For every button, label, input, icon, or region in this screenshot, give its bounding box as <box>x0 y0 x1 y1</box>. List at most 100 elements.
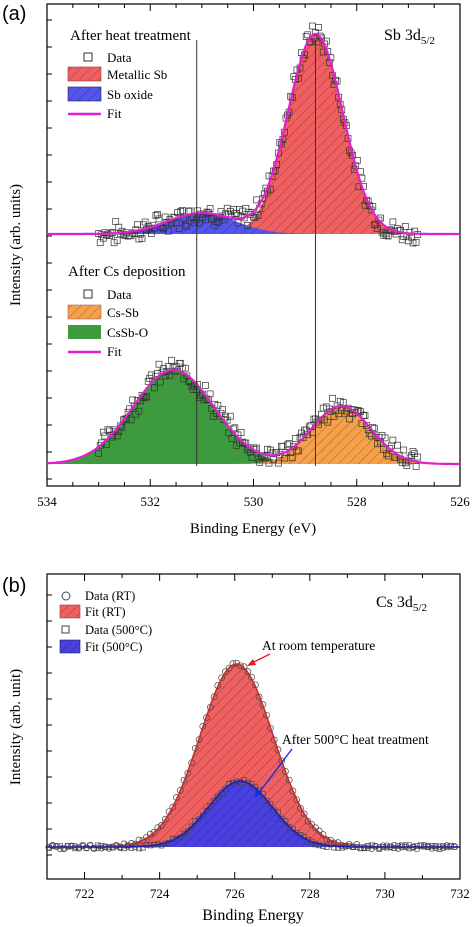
legend-cssb-label: Cs-Sb <box>107 305 139 320</box>
data-point <box>206 205 214 212</box>
data-point <box>267 801 274 808</box>
data-point <box>386 445 394 452</box>
data-point <box>79 843 86 849</box>
data-point <box>214 402 222 409</box>
data-point <box>315 24 322 31</box>
data-point <box>278 757 286 765</box>
data-point <box>305 837 311 843</box>
data-point <box>143 842 150 848</box>
legend-ht-fit-label: Fit (500°C) <box>85 640 142 654</box>
data-point <box>206 390 214 398</box>
data-point <box>409 448 417 455</box>
data-point <box>279 443 287 450</box>
panel-a-plot <box>46 22 460 470</box>
x-tick-label: 526 <box>450 494 470 509</box>
legend-cssbo-label: CsSb-O <box>107 325 148 340</box>
data-point <box>315 827 323 835</box>
data-point <box>412 463 420 470</box>
fit-line-0 <box>47 32 460 236</box>
data-point <box>226 412 234 420</box>
data-point <box>182 364 189 372</box>
data-point <box>135 407 143 415</box>
data-point <box>237 429 245 436</box>
data-point <box>432 843 439 849</box>
data-point <box>237 662 244 670</box>
data-point <box>263 798 270 804</box>
legend-oxide-label: Sb oxide <box>107 87 153 102</box>
data-point <box>406 845 413 852</box>
data-point <box>327 841 334 848</box>
data-point <box>103 441 110 448</box>
data-point <box>405 841 413 849</box>
data-point <box>168 356 175 364</box>
data-point <box>192 386 200 394</box>
data-point <box>176 787 184 794</box>
data-point <box>128 844 135 851</box>
data-point <box>151 384 158 392</box>
data-point <box>112 218 120 225</box>
data-point <box>291 435 299 442</box>
legend-data2-marker <box>83 289 93 299</box>
data-point <box>401 223 409 230</box>
data-point <box>414 453 422 461</box>
data-point <box>329 394 336 402</box>
legend-data-label: Data <box>107 50 132 65</box>
data-point <box>394 441 401 449</box>
legend-data2-label: Data <box>107 287 132 302</box>
data-point <box>381 434 389 442</box>
data-point <box>143 393 150 400</box>
data-point <box>183 222 191 230</box>
data-point <box>398 842 405 849</box>
data-point <box>440 843 446 849</box>
panel-b-ylabel: Intensity (arb. unit) <box>8 669 24 785</box>
data-point <box>281 454 288 462</box>
data-point <box>282 768 289 775</box>
data-point <box>225 664 233 672</box>
legend-cssb-hatch <box>67 304 102 320</box>
data-point <box>166 371 174 379</box>
data-point <box>308 820 316 828</box>
data-point <box>271 807 278 814</box>
data-point <box>374 225 381 232</box>
x-tick-label: 532 <box>141 494 161 509</box>
panel-a-bottom-title: After Cs deposition <box>68 264 186 280</box>
peak-hatch-cs-sb <box>47 406 460 464</box>
legend-ht-data-label: Data (500°C) <box>85 623 152 637</box>
panel-b-xticks: 722 724 726 728 730 732 <box>46 574 470 901</box>
data-point <box>402 842 409 849</box>
panel-a-ylabel: Intensity (arb. units) <box>8 184 24 306</box>
legend-ht-fit-hatch <box>59 639 81 654</box>
data-point <box>290 826 296 833</box>
data-point <box>161 213 169 221</box>
data-point <box>175 225 183 232</box>
data-point <box>113 432 121 440</box>
data-point <box>72 845 79 852</box>
data-point <box>274 459 282 467</box>
data-point <box>252 784 259 791</box>
panel-b-label: (b) <box>2 575 26 597</box>
data-point <box>331 844 338 851</box>
data-point <box>357 845 364 852</box>
data-point <box>316 842 323 849</box>
data-point <box>300 810 308 818</box>
legend-rt-fit-label: Fit (RT) <box>85 605 126 619</box>
data-point <box>420 842 428 849</box>
data-point <box>375 216 383 224</box>
data-point <box>177 208 185 215</box>
data-point <box>230 779 236 786</box>
data-point <box>157 378 164 386</box>
data-point <box>182 221 189 229</box>
annotation-ht-arrow <box>257 748 293 795</box>
legend-metallic-hatch <box>67 66 102 82</box>
data-point <box>99 428 107 436</box>
fit-line-1 <box>46 368 460 466</box>
x-tick-label: 726 <box>225 886 245 901</box>
data-point <box>240 663 248 671</box>
data-point <box>400 446 408 454</box>
series-1 <box>46 777 460 852</box>
data-point <box>278 442 285 450</box>
data-point <box>391 845 398 851</box>
data-point <box>219 406 226 414</box>
subplot-1 <box>46 356 460 470</box>
data-point <box>46 845 52 851</box>
